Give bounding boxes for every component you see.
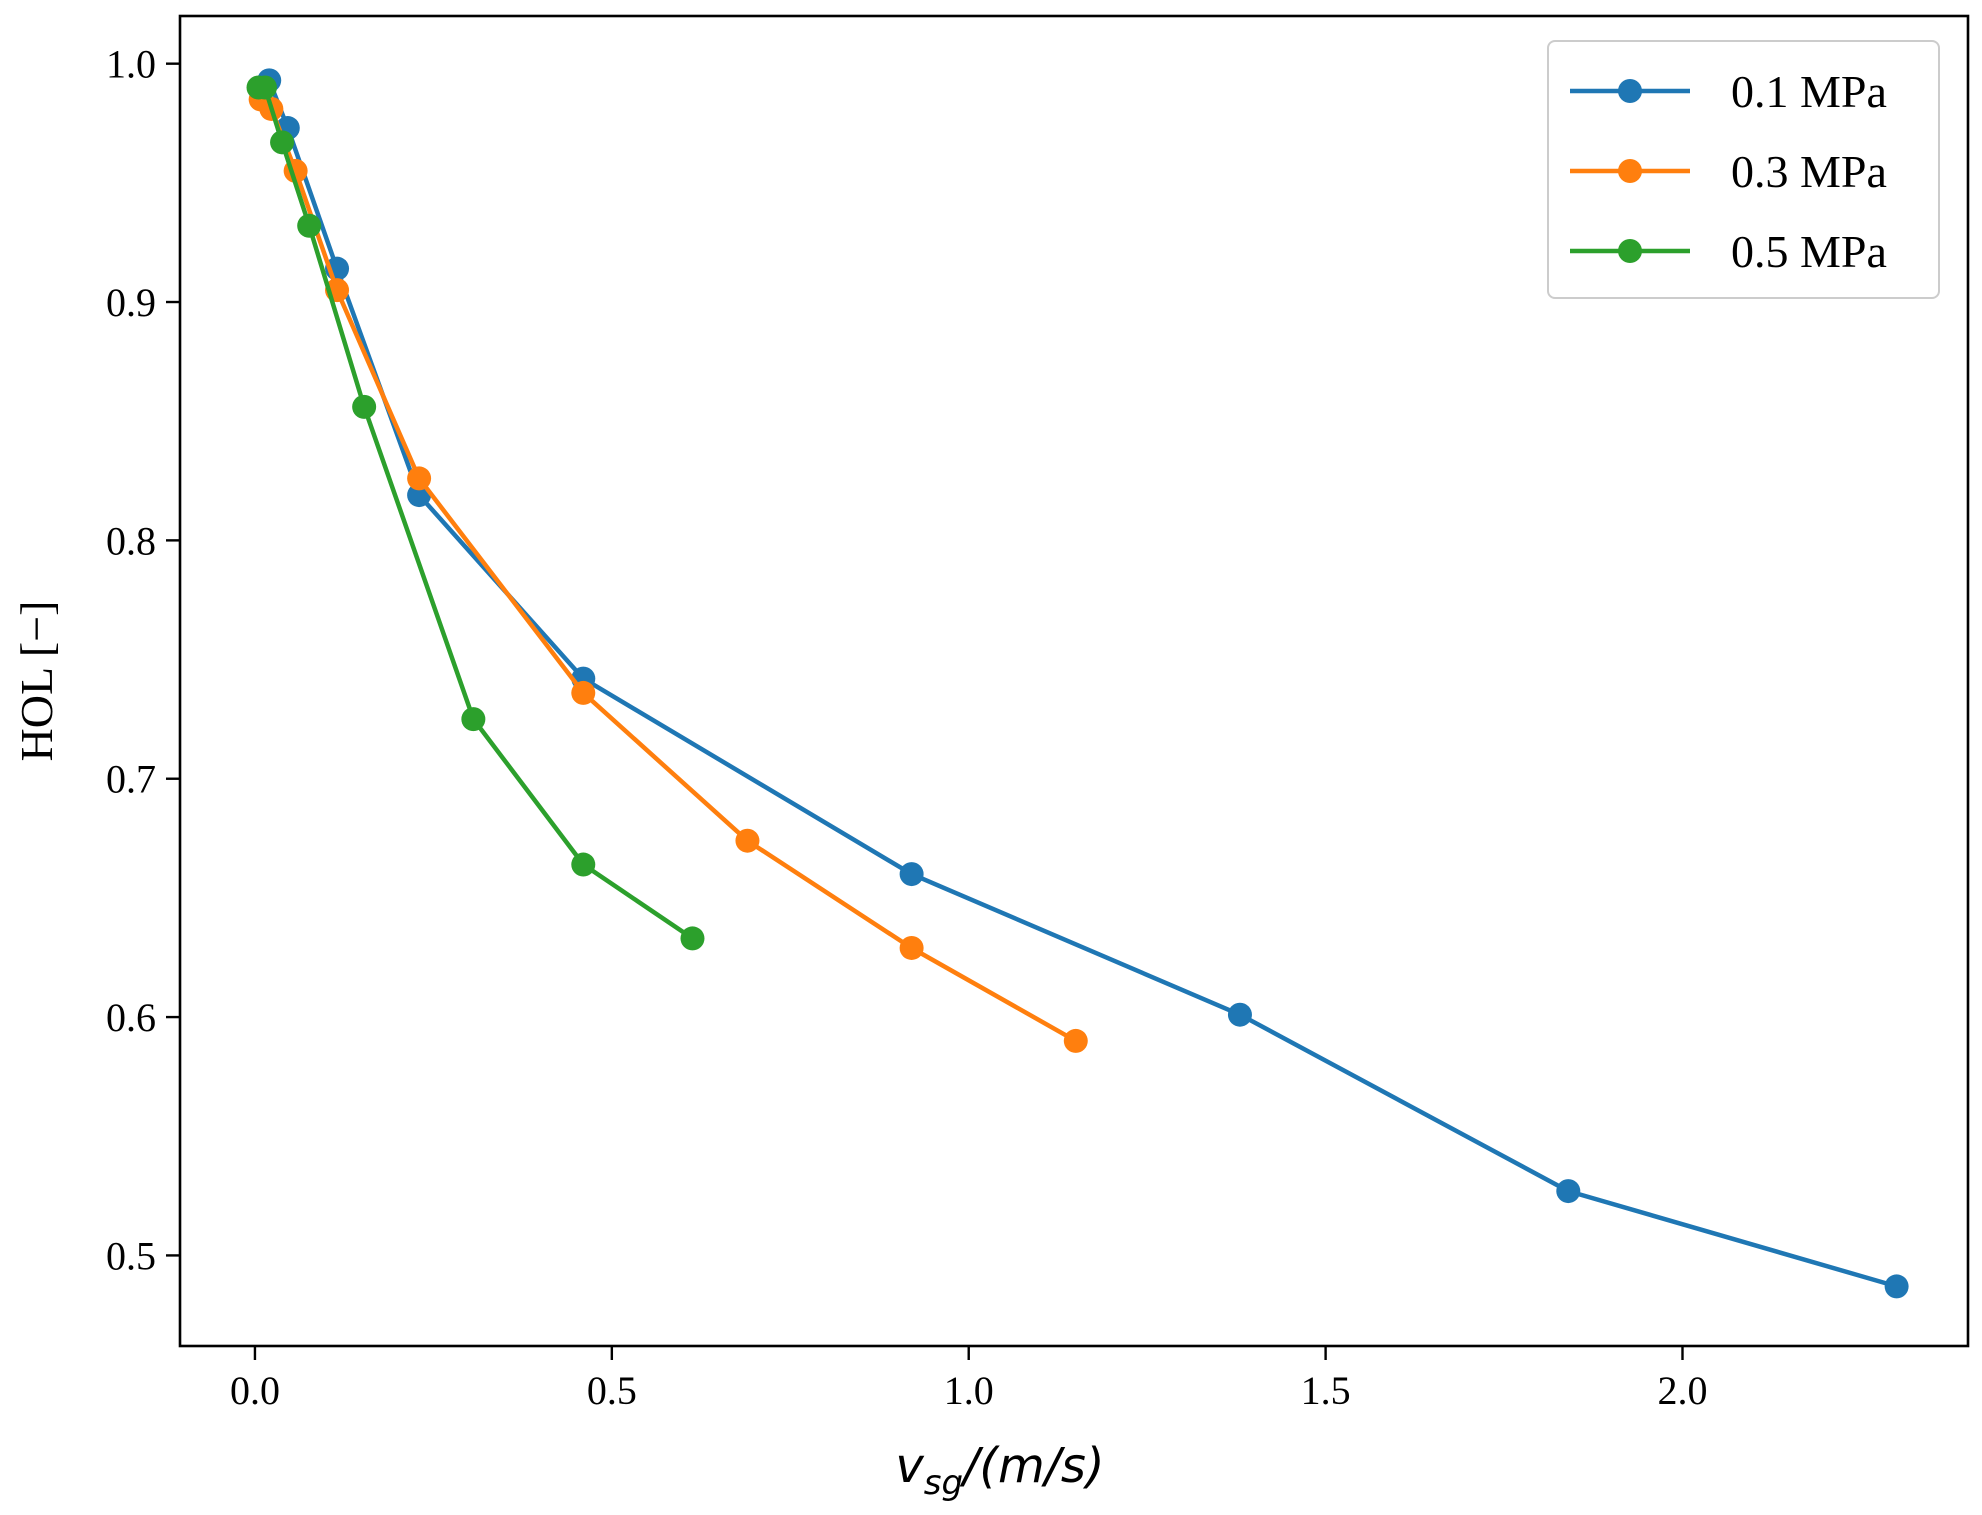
- legend-item: 0.1 MPa: [1570, 66, 1887, 117]
- legend-marker: [1618, 79, 1642, 103]
- data-point: [899, 935, 924, 960]
- data-point: [1556, 1179, 1581, 1204]
- legend: 0.1 MPa 0.3 MPa 0.5 MPa: [1547, 40, 1940, 299]
- legend-item: 0.3 MPa: [1570, 146, 1887, 197]
- data-point: [571, 852, 596, 877]
- legend-label: 0.3 MPa: [1731, 146, 1887, 197]
- x-axis-label-main: v: [895, 1438, 924, 1494]
- y-tick-label: 0.9: [106, 280, 156, 325]
- x-axis-ticks: 0.0 0.5 1.0 1.5 2.0: [230, 1346, 1707, 1413]
- y-axis-ticks: 0.5 0.6 0.7 0.8 0.9 1.0: [106, 42, 180, 1278]
- legend-item: 0.5 MPa: [1570, 226, 1887, 277]
- data-point: [735, 828, 760, 853]
- legend-label: 0.5 MPa: [1731, 226, 1887, 277]
- data-point: [270, 130, 295, 155]
- data-point: [407, 466, 432, 491]
- x-tick-label: 1.5: [1301, 1368, 1351, 1413]
- x-axis-label: vsg/(m/s): [895, 1438, 1104, 1503]
- legend-marker: [1618, 159, 1642, 183]
- data-point: [1063, 1028, 1088, 1053]
- x-tick-label: 2.0: [1657, 1368, 1707, 1413]
- legend-items: 0.1 MPa 0.3 MPa 0.5 MPa: [1570, 66, 1887, 277]
- y-axis-label: HOL [−]: [11, 601, 62, 762]
- legend-marker: [1618, 239, 1642, 263]
- series-3: [246, 75, 705, 951]
- data-point: [297, 213, 322, 238]
- y-tick-label: 0.7: [106, 757, 156, 802]
- data-point: [571, 680, 596, 705]
- y-tick-label: 0.6: [106, 995, 156, 1040]
- legend-label: 0.1 MPa: [1731, 66, 1887, 117]
- x-axis-label-subscript: sg: [924, 1463, 963, 1503]
- legend-box: [1547, 40, 1940, 299]
- data-point: [1884, 1274, 1909, 1299]
- y-tick-label: 0.5: [106, 1233, 156, 1278]
- y-tick-label: 1.0: [106, 42, 156, 87]
- data-point: [461, 707, 486, 732]
- x-tick-label: 0.0: [230, 1368, 280, 1413]
- x-tick-label: 1.0: [944, 1368, 994, 1413]
- data-point: [899, 862, 924, 887]
- data-point: [352, 394, 377, 419]
- data-point: [1227, 1002, 1252, 1027]
- data-point: [680, 926, 705, 951]
- series-layer: [246, 68, 1909, 1299]
- x-axis-label-suffix: /(m/s): [959, 1438, 1105, 1494]
- data-point: [252, 75, 277, 100]
- plot-frame: [178, 14, 1970, 1348]
- y-tick-label: 0.8: [106, 518, 156, 563]
- x-tick-label: 0.5: [587, 1368, 637, 1413]
